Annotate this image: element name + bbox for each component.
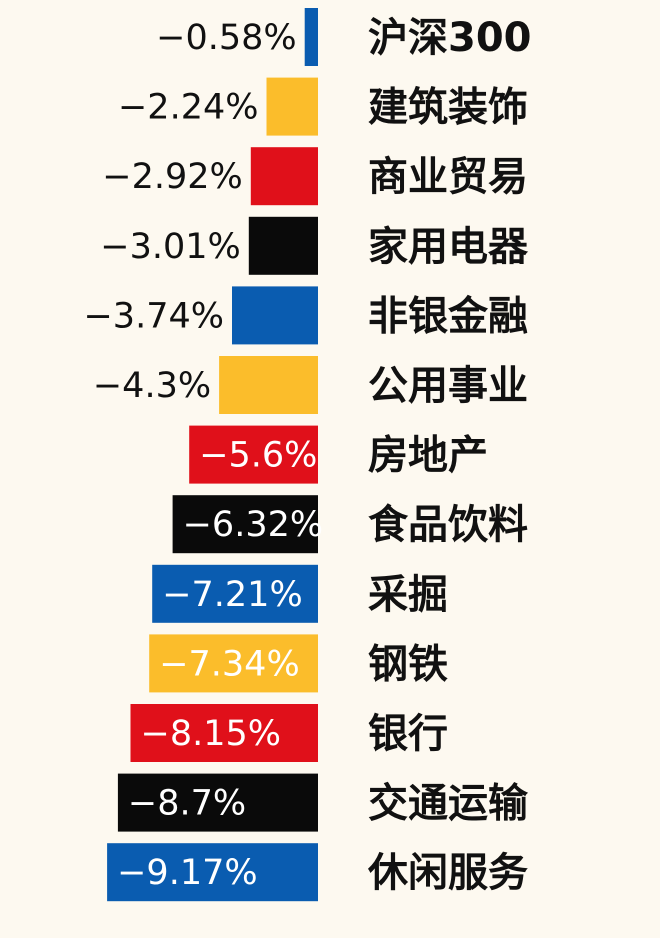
data-label-5: −3.74% xyxy=(83,296,224,336)
data-label-10: −7.34% xyxy=(159,644,300,684)
category-label-9: 采掘 xyxy=(368,572,448,618)
bar-1 xyxy=(304,8,318,66)
category-label-7: 房地产 xyxy=(368,433,488,479)
data-label-8: −6.32% xyxy=(183,505,324,545)
data-label-2: −2.24% xyxy=(118,88,259,128)
bar-2 xyxy=(266,77,318,136)
category-label-6: 公用事业 xyxy=(368,363,528,409)
data-label-1: −0.58% xyxy=(156,18,297,58)
category-label-8: 食品饮料 xyxy=(368,502,528,548)
data-label-4: −3.01% xyxy=(100,227,241,267)
category-label-1: 沪深300 xyxy=(368,15,532,61)
data-label-12: −8.7% xyxy=(128,784,246,824)
bar-13 xyxy=(107,843,318,902)
bar-7 xyxy=(189,425,318,484)
data-label-9: −7.21% xyxy=(162,575,303,615)
category-label-11: 银行 xyxy=(368,711,448,757)
bar-3 xyxy=(250,147,318,206)
bar-8 xyxy=(172,495,318,554)
category-label-3: 商业贸易 xyxy=(368,154,528,200)
bar-10 xyxy=(149,634,318,693)
data-label-13: −9.17% xyxy=(117,853,258,893)
category-label-2: 建筑装饰 xyxy=(368,85,528,131)
data-label-6: −4.3% xyxy=(93,366,211,406)
category-label-4: 家用电器 xyxy=(368,224,529,270)
bar-6 xyxy=(219,356,318,414)
bar-11 xyxy=(130,704,318,762)
data-label-7: −5.6% xyxy=(199,436,317,476)
category-label-12: 交通运输 xyxy=(368,781,529,827)
category-label-5: 非银金融 xyxy=(368,293,528,339)
data-label-11: −8.15% xyxy=(141,714,282,754)
bar-5 xyxy=(232,286,318,345)
bar-9 xyxy=(152,564,318,623)
data-label-3: −2.92% xyxy=(102,157,243,197)
bar-4 xyxy=(248,216,318,275)
category-label-13: 休闲服务 xyxy=(367,850,528,896)
bar-12 xyxy=(117,773,319,832)
category-label-10: 钢铁 xyxy=(368,641,448,687)
